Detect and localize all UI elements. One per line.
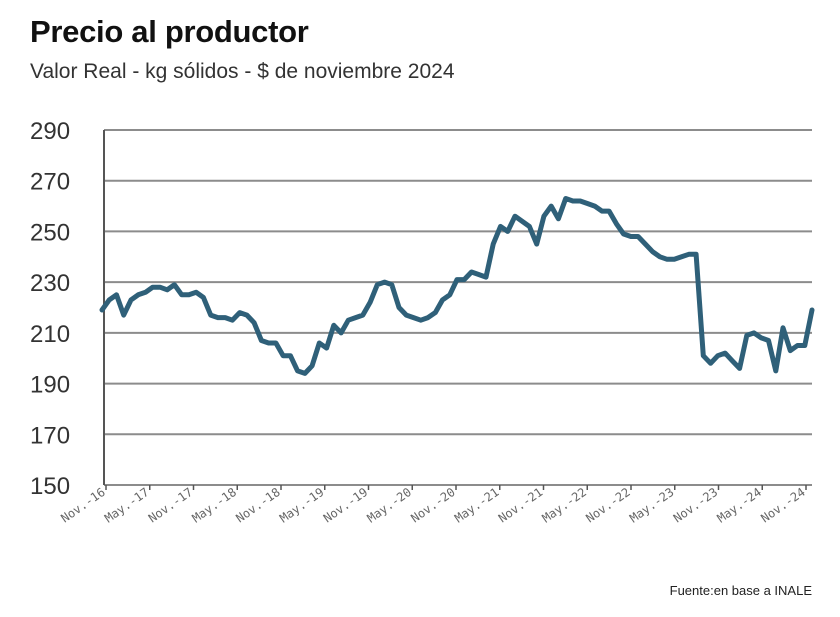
gridlines bbox=[104, 129, 812, 486]
y-tick-label: 210 bbox=[30, 321, 70, 348]
x-tick-label: Nov.-17 bbox=[146, 485, 195, 525]
source-note: Fuente:en base a INALE bbox=[669, 583, 812, 598]
x-tick-label: May.-22 bbox=[540, 485, 589, 525]
chart-title: Precio al productor bbox=[30, 14, 309, 49]
y-tick-label: 290 bbox=[30, 118, 70, 145]
x-tick-label: May.-23 bbox=[627, 485, 676, 525]
y-tick-label: 270 bbox=[30, 169, 70, 196]
x-tick-label: Nov.-23 bbox=[671, 485, 720, 525]
x-tick-label: Nov.-18 bbox=[233, 485, 282, 525]
y-tick-label: 230 bbox=[30, 270, 70, 297]
y-axis-tick-labels: 290 270 250 230 210 190 170 150 bbox=[30, 118, 70, 500]
x-tick-label: Nov.-20 bbox=[408, 485, 457, 525]
x-tick-label: Nov.-24 bbox=[758, 485, 807, 525]
y-tick-label: 250 bbox=[30, 219, 70, 246]
x-tick-label: May.-20 bbox=[365, 485, 414, 525]
x-tick-label: Nov.-22 bbox=[583, 485, 632, 525]
x-tick-label: Nov.-19 bbox=[321, 485, 370, 525]
x-tick-label: May.-18 bbox=[190, 485, 239, 525]
x-tick-label: Nov.-21 bbox=[496, 485, 545, 525]
x-tick-label: May.-19 bbox=[277, 485, 326, 525]
y-tick-label: 190 bbox=[30, 372, 70, 399]
chart-subtitle: Valor Real - kg sólidos - $ de noviembre… bbox=[30, 60, 455, 83]
x-tick-label: May.-24 bbox=[715, 485, 764, 525]
x-axis-tick-labels: Nov.-16May.-17Nov.-17May.-18Nov.-18May.-… bbox=[58, 485, 807, 525]
y-tick-label: 150 bbox=[30, 473, 70, 500]
y-tick-label: 170 bbox=[30, 422, 70, 449]
x-tick-label: May.-21 bbox=[452, 485, 501, 525]
x-tick-label: May.-17 bbox=[102, 485, 151, 525]
series-line bbox=[99, 196, 815, 376]
